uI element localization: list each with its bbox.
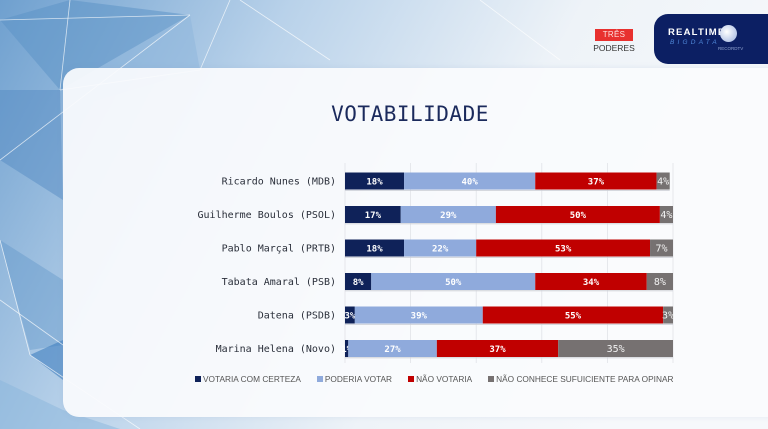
tres-poderes-badge: TRÊS (595, 29, 633, 41)
data-label: 4% (657, 176, 669, 187)
category-label: Tabata Amaral (PSB) (222, 277, 336, 288)
bar-segment (404, 239, 477, 257)
legend-swatch (316, 376, 323, 382)
bar-segment (404, 172, 536, 190)
data-label: 3% (344, 311, 355, 321)
data-label: 4% (660, 210, 672, 221)
logo-recordtv-text: RECORDTV (718, 46, 744, 51)
data-label: 22% (432, 244, 449, 254)
record-tv-logo-icon (720, 25, 737, 42)
bar-segment (482, 306, 664, 324)
data-label: 29% (440, 211, 457, 221)
bar-segment (646, 273, 673, 290)
bar-segment (371, 273, 536, 290)
legend-label: NÃO VOTARIA (416, 374, 473, 384)
data-label: 8% (353, 278, 364, 288)
category-label: Ricardo Nunes (MDB) (222, 177, 336, 188)
data-label: 3% (662, 310, 674, 321)
data-label: 50% (570, 211, 587, 221)
category-label: Pablo Marçal (PRTB) (222, 244, 336, 255)
legend-label: NÃO CONHECE SUFUICIENTE PARA OPINAR (496, 374, 674, 384)
bar-segment (345, 239, 405, 257)
category-label: Marina Helena (Novo) (216, 344, 336, 355)
bar-segment (400, 206, 496, 223)
bar-segment (436, 340, 559, 357)
category-label: Guilherme Boulos (PSOL) (198, 210, 336, 221)
chart-title: VOTABILIDADE (331, 102, 489, 126)
legend-item: NÃO CONHECE SUFUICIENTE PARA OPINAR (488, 374, 674, 384)
data-label: 37% (588, 177, 605, 187)
data-label: 27% (384, 345, 401, 355)
data-label: 40% (462, 177, 479, 187)
logo-realtime-text: REALTIME (668, 27, 726, 38)
bar-segment (354, 306, 483, 324)
bar-segment (656, 172, 670, 190)
legend-label: PODERIA VOTAR (324, 374, 393, 384)
data-label: 37% (489, 345, 506, 355)
data-label: 17% (365, 211, 382, 221)
bar-segment (345, 273, 372, 290)
data-label: 18% (366, 177, 383, 187)
tres-poderes-subtitle: PODERES (593, 43, 635, 53)
bar-segment (348, 340, 437, 357)
logo-bigdata-text: BIGDATA (670, 39, 720, 46)
legend-label: VOTARIA COM CERTEZA (203, 374, 301, 384)
realtime-bigdata-logo: REALTIME BIGDATA RECORDTV (654, 14, 768, 64)
chart-legend: VOTARIA COM CERTEZA PODERIA VOTAR NÃO VOTA… (195, 374, 690, 384)
bar-segment (476, 239, 651, 257)
data-label: 18% (366, 244, 383, 254)
bar-segment (345, 172, 405, 190)
data-label: 53% (555, 244, 572, 254)
bar-segment (345, 340, 349, 357)
bar-segment (345, 306, 355, 324)
legend-item: VOTARIA COM CERTEZA (195, 374, 301, 384)
bar-segment (535, 172, 657, 190)
data-label: 1% (341, 345, 352, 355)
bar-segment (495, 206, 660, 223)
category-label: Datena (PSDB) (258, 311, 336, 322)
bar-segment (535, 273, 647, 290)
bar-segment (650, 239, 673, 257)
legend-item: NÃO VOTARIA (408, 374, 472, 384)
data-label: 55% (565, 311, 582, 321)
bar-segment (663, 306, 673, 324)
bar-segment (558, 340, 673, 357)
data-label: 34% (583, 278, 600, 288)
data-label: 8% (654, 277, 666, 288)
legend-item: PODERIA VOTAR (316, 374, 393, 384)
bar-segment (659, 206, 673, 223)
legend-swatch (408, 376, 415, 382)
data-label: 7% (655, 243, 667, 254)
legend-swatch (195, 376, 201, 382)
data-label: 39% (411, 311, 428, 321)
data-label: 35% (607, 344, 625, 355)
data-label: 50% (445, 278, 462, 288)
legend-swatch (488, 376, 495, 382)
bar-segment (345, 206, 401, 223)
